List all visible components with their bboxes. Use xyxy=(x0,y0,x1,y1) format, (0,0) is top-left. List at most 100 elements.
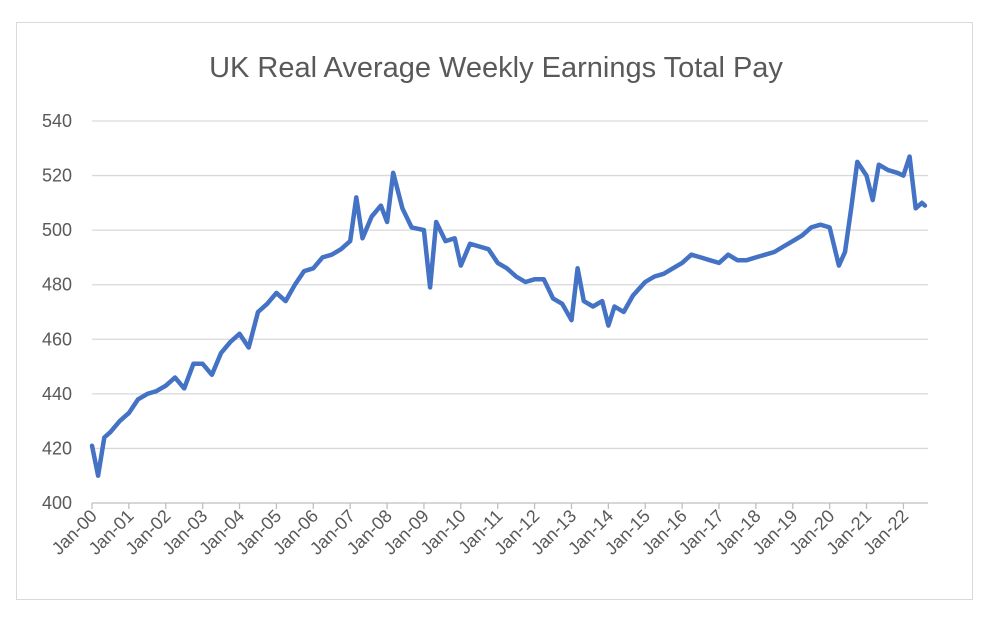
data-point xyxy=(763,253,767,256)
y-tick-label: 420 xyxy=(42,438,72,458)
data-point xyxy=(293,283,297,286)
data-point xyxy=(192,362,195,365)
data-point xyxy=(127,411,131,415)
data-point xyxy=(800,234,804,237)
data-point xyxy=(247,346,250,349)
data-point xyxy=(877,163,880,166)
data-point xyxy=(570,319,573,322)
y-tick-label: 460 xyxy=(42,329,72,349)
data-point xyxy=(103,436,106,439)
data-point xyxy=(487,248,490,251)
data-point xyxy=(886,168,890,172)
data-point xyxy=(561,302,564,305)
data-point xyxy=(478,245,481,248)
data-point xyxy=(229,340,232,344)
data-point xyxy=(459,264,462,267)
data-point xyxy=(136,398,140,401)
data-point xyxy=(810,226,813,229)
data-point xyxy=(914,207,917,210)
data-point xyxy=(96,474,100,477)
y-tick-label: 540 xyxy=(42,111,72,131)
data-point xyxy=(410,226,413,229)
data-point xyxy=(819,223,822,226)
data-point xyxy=(533,278,536,281)
data-point xyxy=(576,267,579,270)
data-point xyxy=(908,155,911,158)
data-point xyxy=(422,228,426,232)
data-point xyxy=(210,373,214,376)
data-point xyxy=(349,239,352,243)
data-point xyxy=(428,286,432,289)
y-tick-label: 500 xyxy=(42,220,72,240)
data-point xyxy=(601,299,604,303)
data-point xyxy=(591,305,595,308)
data-point xyxy=(284,299,287,303)
data-point xyxy=(843,250,847,254)
data-point xyxy=(183,387,186,390)
data-point xyxy=(662,272,665,275)
data-point xyxy=(453,237,456,240)
data-point xyxy=(607,324,610,327)
y-tick-label: 440 xyxy=(42,384,72,404)
data-point xyxy=(699,256,702,259)
data-point xyxy=(524,280,527,284)
data-point xyxy=(923,204,927,207)
data-point xyxy=(505,267,509,270)
data-point xyxy=(444,239,447,243)
data-point xyxy=(330,253,333,256)
data-point xyxy=(896,171,899,174)
data-point xyxy=(392,171,395,174)
y-tick-label: 520 xyxy=(42,166,72,186)
data-point xyxy=(902,174,905,177)
data-point xyxy=(622,310,625,314)
data-point xyxy=(361,237,364,240)
data-point xyxy=(90,444,94,447)
data-point xyxy=(613,305,616,308)
data-point xyxy=(321,256,324,259)
data-point xyxy=(118,419,121,423)
data-point xyxy=(690,253,693,256)
data-point xyxy=(173,376,177,379)
data-point xyxy=(773,250,776,254)
data-point xyxy=(401,207,404,210)
data-point xyxy=(828,226,831,229)
data-point xyxy=(631,294,635,297)
data-point xyxy=(736,259,739,262)
data-point xyxy=(266,302,269,305)
data-point xyxy=(468,242,472,245)
data-point xyxy=(671,267,675,270)
data-point xyxy=(435,220,438,224)
data-point xyxy=(871,198,874,202)
data-point xyxy=(644,280,647,284)
chart-title: UK Real Average Weekly Earnings Total Pa… xyxy=(209,52,783,84)
data-point xyxy=(551,297,555,300)
data-point xyxy=(850,207,853,210)
data-point xyxy=(155,389,158,393)
data-point xyxy=(219,351,223,355)
data-point xyxy=(496,261,499,265)
series-line xyxy=(89,154,928,478)
data-point xyxy=(727,253,730,256)
data-point xyxy=(109,430,112,434)
data-point xyxy=(837,264,841,267)
data-point xyxy=(256,310,260,314)
data-point xyxy=(370,215,373,218)
data-point xyxy=(745,259,748,262)
data-point xyxy=(782,245,785,248)
data-point xyxy=(856,160,859,164)
data-point xyxy=(355,196,358,199)
data-point xyxy=(920,201,924,205)
data-point xyxy=(754,256,758,259)
data-point xyxy=(717,261,721,265)
data-point xyxy=(680,261,684,265)
y-tick-label: 480 xyxy=(42,275,72,295)
data-point xyxy=(339,248,343,251)
data-point xyxy=(865,174,868,177)
data-point xyxy=(146,392,149,396)
data-point xyxy=(542,278,545,281)
data-point xyxy=(653,275,656,278)
data-point xyxy=(201,362,204,365)
data-point xyxy=(791,239,794,243)
data-point xyxy=(238,332,241,335)
